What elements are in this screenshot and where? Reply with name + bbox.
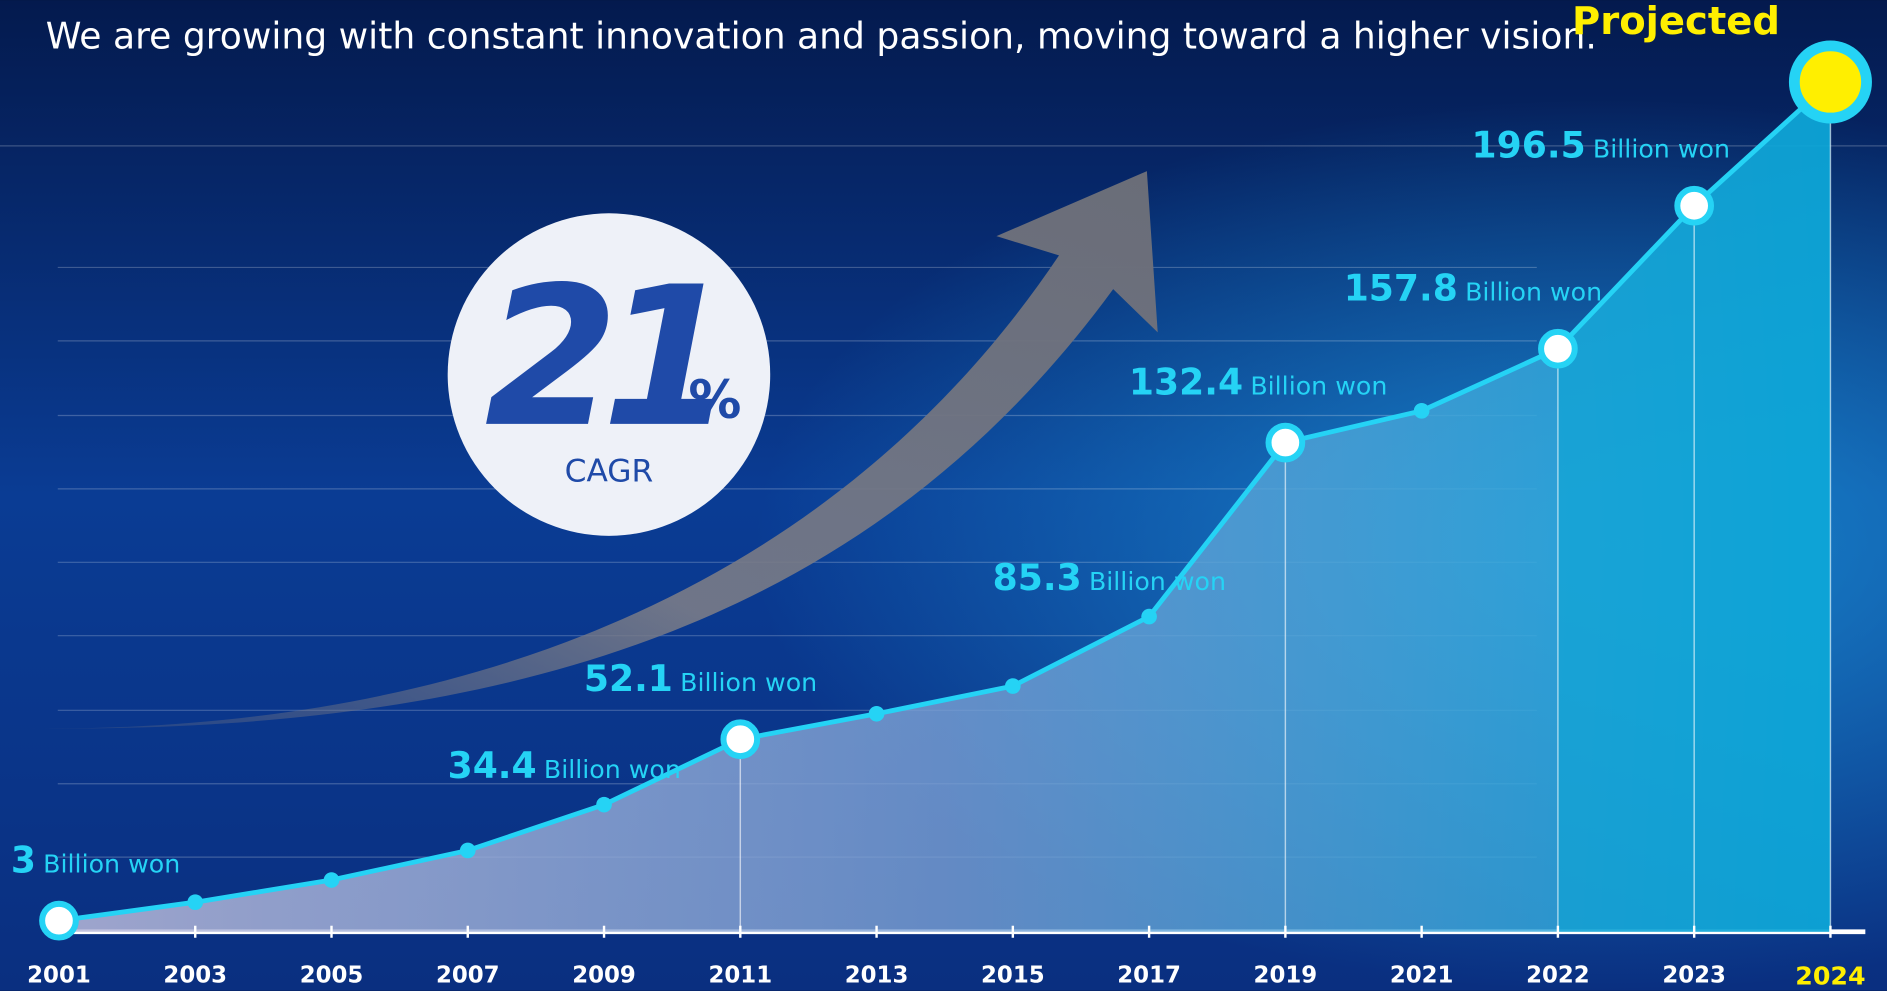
chart: 21 % CAGR We are growing with constant i…	[0, 0, 1887, 991]
data-label-unit: Billion won	[1089, 567, 1226, 596]
marker	[869, 706, 885, 722]
data-label-value: 157.8	[1344, 267, 1458, 310]
x-tick-label: 2003	[163, 962, 227, 988]
data-label-unit: Billion won	[544, 755, 681, 784]
x-tick-label: 2007	[436, 962, 500, 988]
data-label-value: 85.3	[993, 556, 1082, 599]
data-label-unit: Billion won	[43, 850, 180, 879]
x-tick-label: 2017	[1117, 962, 1181, 988]
projected-marker	[1794, 46, 1866, 118]
data-label-unit: Billion won	[1593, 135, 1730, 164]
highlight-marker	[1269, 426, 1303, 460]
marker	[324, 872, 340, 888]
highlight-marker	[723, 722, 757, 756]
highlight-marker	[42, 904, 76, 938]
data-label-unit: Billion won	[1465, 278, 1602, 307]
marker	[1141, 609, 1157, 625]
x-tick-label: 2021	[1390, 962, 1454, 988]
x-tick-label: 2015	[981, 962, 1045, 988]
marker	[187, 894, 203, 910]
data-label-value: 52.1	[584, 657, 673, 700]
highlight-marker	[1677, 189, 1711, 223]
x-tick-label: 2005	[300, 962, 364, 988]
x-tick-label: 2023	[1662, 962, 1726, 988]
x-tick-label: 2024	[1795, 962, 1865, 991]
x-tick-label: 2013	[845, 962, 909, 988]
data-label-unit: Billion won	[680, 668, 817, 697]
x-tick-label: 2019	[1254, 962, 1318, 988]
data-label-value: 132.4	[1129, 360, 1243, 403]
x-tick-label: 2011	[708, 962, 772, 988]
page: {"headline": "We are growing with consta…	[0, 0, 1887, 991]
headline: We are growing with constant innovation …	[46, 14, 1597, 57]
highlight-marker	[1541, 332, 1575, 366]
cagr-value: 21	[485, 246, 719, 470]
marker	[460, 843, 476, 859]
projected-annotation: Projected	[1572, 0, 1780, 44]
data-label-value: 34.4	[448, 744, 537, 787]
marker	[1414, 403, 1430, 419]
marker	[596, 797, 612, 813]
x-tick-label: 2022	[1526, 962, 1590, 988]
x-tick-label: 2009	[572, 962, 636, 988]
data-label-unit: Billion won	[1250, 371, 1387, 400]
marker	[1005, 678, 1021, 694]
data-label-value: 196.5	[1472, 124, 1586, 167]
data-label-value: 3	[11, 839, 36, 882]
cagr-label: CAGR	[565, 454, 654, 490]
x-tick-label: 2001	[27, 962, 91, 988]
cagr-unit: %	[688, 370, 741, 431]
